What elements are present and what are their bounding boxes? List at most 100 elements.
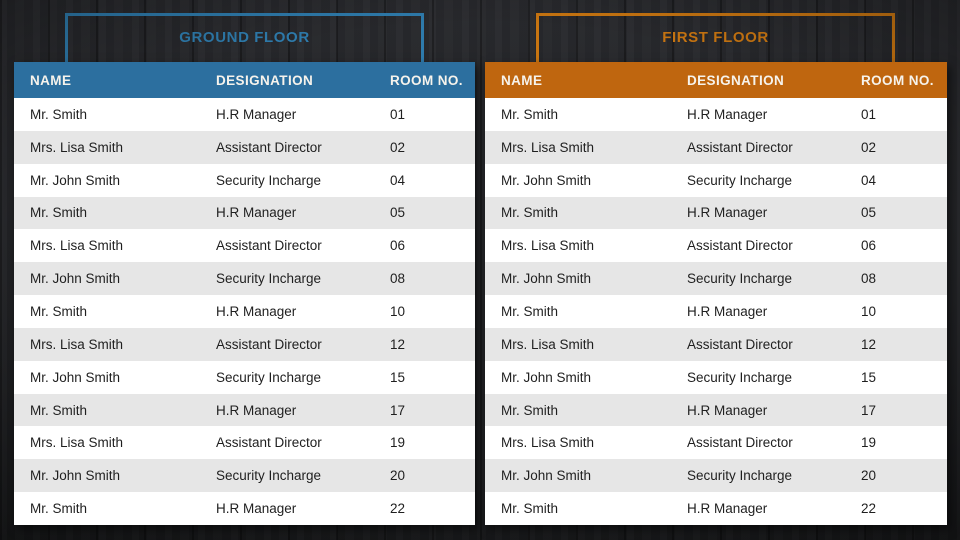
column-header: DESIGNATION <box>216 72 314 88</box>
table-row: Mr. Smith H.R Manager 05 <box>14 196 475 230</box>
table-row: Mr. Smith H.R Manager 17 <box>14 393 475 427</box>
cell-room-no: 15 <box>861 369 877 385</box>
cell-room-no: 10 <box>390 303 406 319</box>
cell-designation: Assistant Director <box>687 435 793 451</box>
table-row: Mr. Smith H.R Manager 05 <box>485 196 947 230</box>
cell-name: Mr. Smith <box>501 205 559 221</box>
table-row: Mrs. Lisa Smith Assistant Director 19 <box>14 426 475 460</box>
cell-designation: H.R Manager <box>687 106 768 122</box>
cell-name: Mr. John Smith <box>501 271 592 287</box>
first-floor-title: FIRST FLOOR <box>662 29 769 46</box>
cell-room-no: 17 <box>861 402 877 418</box>
ground-floor-table-body: Mr. Smith H.R Manager 01 Mrs. Lisa Smith Ass… <box>14 98 475 525</box>
table-row: Mrs. Lisa Smith Assistant Director 02 <box>14 130 475 164</box>
table-row: Mr. Smith H.R Manager 10 <box>14 295 475 328</box>
cell-room-no: 05 <box>861 205 877 221</box>
ground-floor-panel: GROUND FLOOR NAME DESIGNATION ROOM NO. Mr.… <box>14 13 475 525</box>
cell-designation: Assistant Director <box>216 139 322 155</box>
cell-designation: Security Incharge <box>216 369 322 385</box>
first-floor-label-box: FIRST FLOOR <box>536 13 895 65</box>
table-row: Mr. Smith H.R Manager 10 <box>485 295 947 328</box>
column-header: NAME <box>501 72 543 88</box>
cell-room-no: 06 <box>390 238 406 254</box>
cell-designation: Assistant Director <box>216 435 322 451</box>
table-row: Mr. John Smith Security Incharge 15 <box>14 360 475 394</box>
table-row: Mr. John Smith Security Incharge 15 <box>485 360 947 394</box>
cell-name: Mr. John Smith <box>501 468 592 484</box>
table-row: Mr. John Smith Security Incharge 20 <box>485 459 947 493</box>
cell-designation: H.R Manager <box>687 402 768 418</box>
cell-room-no: 08 <box>861 271 877 287</box>
cell-name: Mr. Smith <box>30 303 88 319</box>
cell-designation: Assistant Director <box>216 238 322 254</box>
column-header: ROOM NO. <box>861 72 934 88</box>
cell-designation: H.R Manager <box>687 501 768 517</box>
cell-room-no: 22 <box>390 501 406 517</box>
cell-name: Mr. Smith <box>501 402 559 418</box>
cell-designation: Security Incharge <box>687 271 793 287</box>
cell-name: Mr. John Smith <box>501 369 592 385</box>
first-floor-panel: FIRST FLOOR NAME DESIGNATION ROOM NO. Mr. … <box>485 13 947 525</box>
table-row: Mr. John Smith Security Incharge 04 <box>485 163 947 197</box>
table-row: Mrs. Lisa Smith Assistant Director 12 <box>485 327 947 361</box>
cell-designation: H.R Manager <box>216 303 297 319</box>
cell-room-no: 01 <box>390 106 406 122</box>
cell-designation: Security Incharge <box>687 468 793 484</box>
cell-room-no: 22 <box>861 501 877 517</box>
cell-name: Mrs. Lisa Smith <box>30 435 124 451</box>
cell-name: Mr. Smith <box>501 106 559 122</box>
cell-designation: H.R Manager <box>216 106 297 122</box>
cell-name: Mr. Smith <box>501 501 559 517</box>
cell-designation: Security Incharge <box>216 172 322 188</box>
table-row: Mr. Smith H.R Manager 17 <box>485 393 947 427</box>
cell-name: Mr. Smith <box>30 402 88 418</box>
ground-floor-table: NAME DESIGNATION ROOM NO. Mr. Smith H.R Man… <box>14 62 475 525</box>
cell-designation: H.R Manager <box>687 205 768 221</box>
cell-name: Mrs. Lisa Smith <box>501 336 595 352</box>
column-header: NAME <box>30 72 72 88</box>
cell-designation: H.R Manager <box>216 205 297 221</box>
cell-room-no: 12 <box>861 336 877 352</box>
cell-room-no: 02 <box>390 139 406 155</box>
first-floor-table-header: NAME DESIGNATION ROOM NO. <box>485 62 947 98</box>
cell-name: Mrs. Lisa Smith <box>501 435 595 451</box>
cell-room-no: 19 <box>390 435 406 451</box>
cell-designation: Assistant Director <box>687 139 793 155</box>
cell-room-no: 15 <box>390 369 406 385</box>
cell-room-no: 12 <box>390 336 406 352</box>
cell-designation: Security Incharge <box>216 271 322 287</box>
cell-room-no: 01 <box>861 106 877 122</box>
cell-room-no: 05 <box>390 205 406 221</box>
first-floor-table: NAME DESIGNATION ROOM NO. Mr. Smith H.R Man… <box>485 62 947 525</box>
cell-room-no: 20 <box>390 468 406 484</box>
cell-room-no: 17 <box>390 402 406 418</box>
cell-room-no: 04 <box>390 172 406 188</box>
cell-designation: Security Incharge <box>687 369 793 385</box>
cell-name: Mr. Smith <box>30 205 88 221</box>
table-row: Mr. Smith H.R Manager 01 <box>485 98 947 131</box>
column-header: ROOM NO. <box>390 72 463 88</box>
table-row: Mrs. Lisa Smith Assistant Director 19 <box>485 426 947 460</box>
cell-name: Mrs. Lisa Smith <box>501 238 595 254</box>
cell-name: Mr. John Smith <box>30 369 121 385</box>
cell-designation: Security Incharge <box>687 172 793 188</box>
first-floor-table-body: Mr. Smith H.R Manager 01 Mrs. Lisa Smith Ass… <box>485 98 947 525</box>
ground-floor-title: GROUND FLOOR <box>179 29 310 46</box>
cell-room-no: 10 <box>861 303 877 319</box>
cell-designation: Assistant Director <box>216 336 322 352</box>
table-row: Mrs. Lisa Smith Assistant Director 06 <box>485 229 947 263</box>
cell-name: Mrs. Lisa Smith <box>30 238 124 254</box>
table-row: Mr. Smith H.R Manager 01 <box>14 98 475 131</box>
cell-designation: H.R Manager <box>687 303 768 319</box>
table-row: Mrs. Lisa Smith Assistant Director 06 <box>14 229 475 263</box>
cell-name: Mr. Smith <box>30 501 88 517</box>
cell-room-no: 08 <box>390 271 406 287</box>
table-row: Mr. John Smith Security Incharge 08 <box>14 262 475 296</box>
cell-designation: Security Incharge <box>216 468 322 484</box>
cell-room-no: 20 <box>861 468 877 484</box>
cell-room-no: 02 <box>861 139 877 155</box>
cell-designation: Assistant Director <box>687 336 793 352</box>
cell-name: Mr. John Smith <box>30 271 121 287</box>
ground-floor-table-header: NAME DESIGNATION ROOM NO. <box>14 62 475 98</box>
